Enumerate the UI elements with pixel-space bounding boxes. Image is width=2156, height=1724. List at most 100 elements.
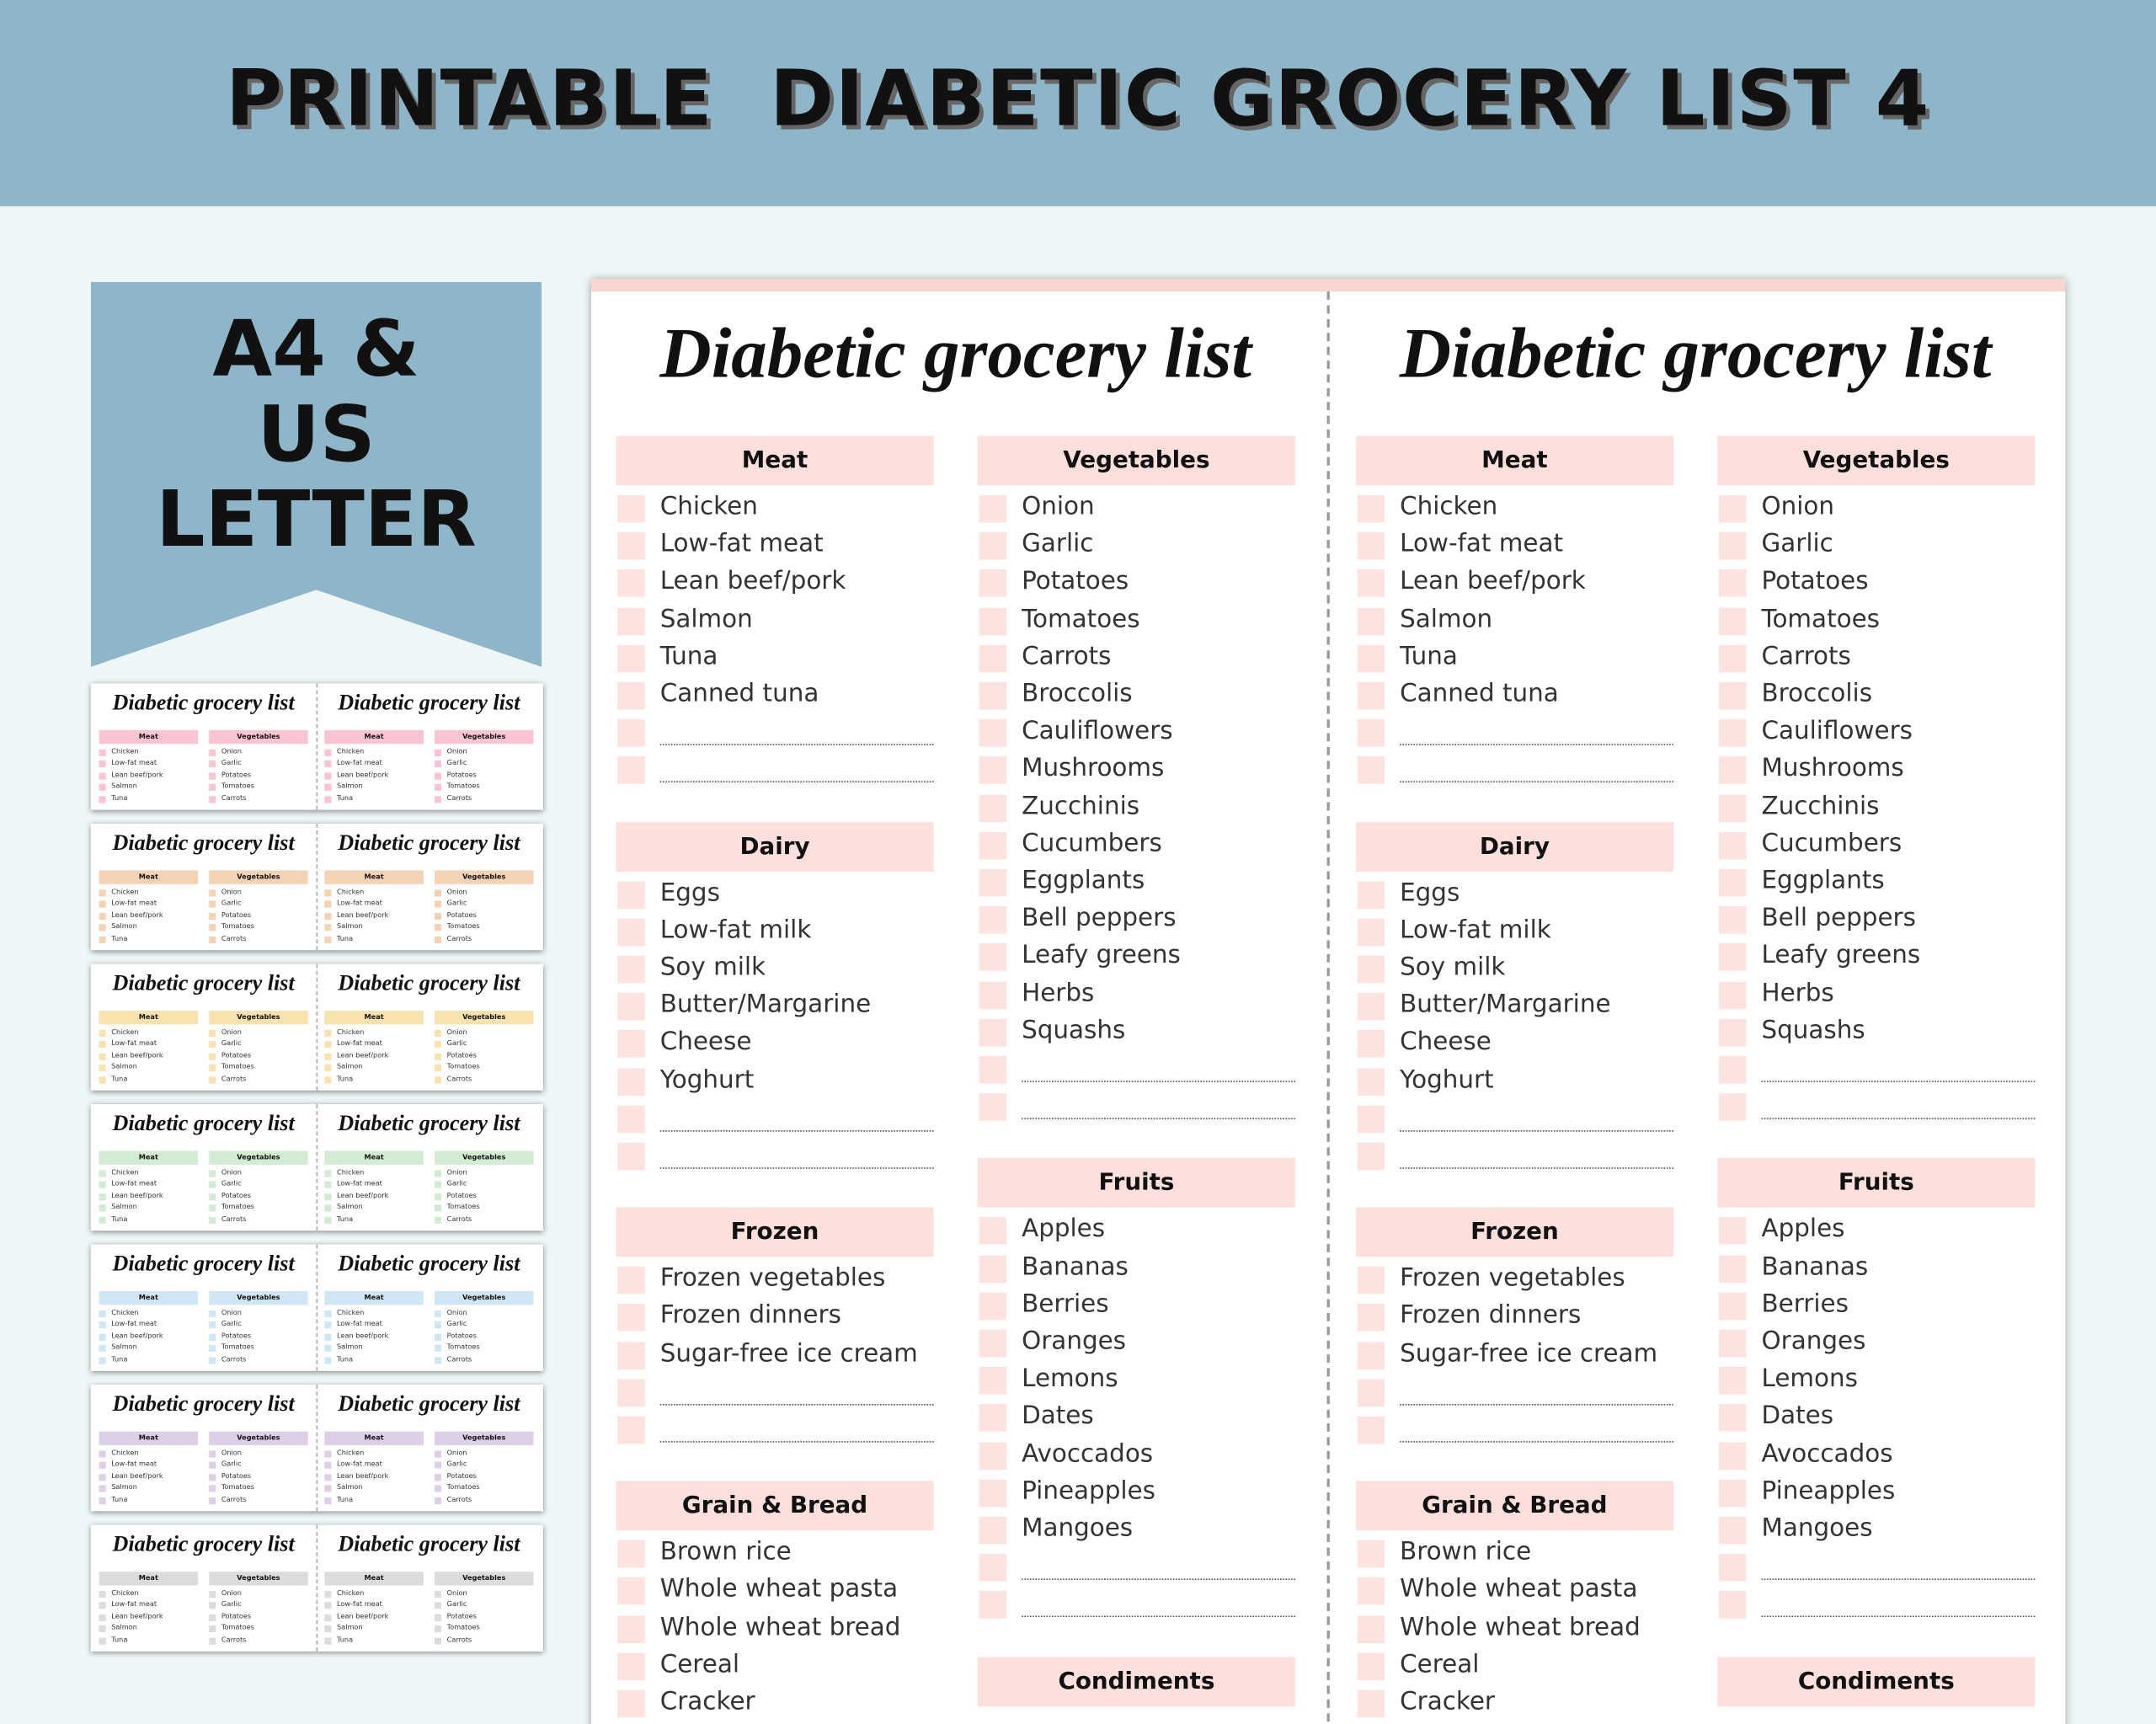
thumb-checkbox xyxy=(209,1356,216,1364)
thumb-item: Tuna xyxy=(337,1355,354,1364)
checkbox xyxy=(1718,906,1747,934)
item: Berries xyxy=(1022,1289,1109,1319)
checkbox xyxy=(979,1254,1007,1283)
thumb-checkbox xyxy=(324,1310,332,1318)
checkbox xyxy=(979,681,1007,710)
thumb-section-header: Vegetables xyxy=(209,1291,308,1305)
checkbox xyxy=(617,1030,645,1059)
item: Leafy greens xyxy=(1022,941,1181,970)
thumb-item: Tomatoes xyxy=(446,922,480,931)
sheet-stripe xyxy=(591,279,2066,292)
thumb-item: Low-fat meat xyxy=(111,1460,157,1470)
checkbox xyxy=(1718,644,1747,673)
thumb-item: Low-fat meat xyxy=(111,1601,157,1609)
thumb-item: Carrots xyxy=(446,1495,472,1504)
thumb-checkbox xyxy=(324,1345,332,1353)
thumb-item: Onion xyxy=(221,1589,242,1599)
thumb-item: Lean beef/pork xyxy=(337,1192,389,1201)
thumb-checkbox xyxy=(209,889,216,897)
checkbox xyxy=(1718,569,1747,598)
thumb-checkbox xyxy=(209,936,216,943)
checkbox xyxy=(1718,1055,1747,1084)
checkbox xyxy=(1357,644,1385,673)
item: Sugar-free ice cream xyxy=(1400,1338,1658,1368)
thumbnail: Diabetic grocery list Meat Chicken Low-fat … xyxy=(90,683,543,810)
thumb-item: Tuna xyxy=(111,934,128,943)
checkbox xyxy=(1718,494,1747,523)
list-title: Diabetic grocery list xyxy=(659,314,1252,393)
checkbox xyxy=(1357,1142,1385,1171)
checkbox xyxy=(617,1105,645,1134)
thumb-title: Diabetic grocery list xyxy=(112,1252,295,1277)
thumb-section-header: Vegetables xyxy=(209,1572,308,1586)
item: Frozen vegetables xyxy=(659,1263,886,1294)
thumb-checkbox xyxy=(209,1170,216,1177)
thumb-checkbox xyxy=(434,1029,442,1038)
thumb-divider xyxy=(316,1244,318,1371)
thumb-item: Tuna xyxy=(111,1355,128,1364)
checkbox xyxy=(979,906,1007,934)
thumb-checkbox xyxy=(324,1333,332,1341)
thumb-section-header: Vegetables xyxy=(209,1150,308,1165)
thumb-checkbox xyxy=(324,1065,332,1072)
item: Cauliflowers xyxy=(1761,716,1913,746)
thumb-checkbox xyxy=(434,1485,442,1492)
thumbnail: Diabetic grocery list Meat Chicken Low-fat … xyxy=(90,1524,543,1652)
checkbox xyxy=(1357,1304,1385,1332)
checkbox xyxy=(1718,1254,1747,1283)
thumb-item: Salmon xyxy=(111,1483,137,1492)
thumb-divider xyxy=(316,963,318,1091)
thumb-checkbox xyxy=(434,1170,442,1177)
thumb-checkbox xyxy=(99,1321,106,1329)
checkbox xyxy=(979,719,1007,747)
checkbox xyxy=(1357,569,1385,598)
thumb-section-header: Meat xyxy=(324,1150,424,1165)
thumb-item: Salmon xyxy=(337,1063,363,1072)
thumb-section-header: Vegetables xyxy=(434,870,534,884)
thumb-item: Garlic xyxy=(221,1321,242,1329)
thumb-checkbox xyxy=(324,1625,332,1633)
thumb-checkbox xyxy=(99,1075,106,1083)
item: Lemons xyxy=(1022,1364,1118,1394)
thumb-item: Onion xyxy=(446,748,467,756)
thumb-checkbox xyxy=(99,1356,106,1364)
item: Pineapples xyxy=(1761,1476,1896,1506)
thumb-checkbox xyxy=(99,1029,106,1038)
thumb-item: Onion xyxy=(221,748,242,756)
thumb-checkbox xyxy=(324,772,332,780)
thumb-checkbox xyxy=(99,1193,106,1201)
item: Whole wheat bread xyxy=(659,1612,901,1641)
checkbox xyxy=(979,943,1007,972)
item: Frozen dinners xyxy=(1400,1301,1582,1331)
thumb-checkbox xyxy=(99,889,106,897)
blank-line xyxy=(1400,744,1673,746)
item: Apples xyxy=(1022,1214,1106,1244)
thumb-item: Chicken xyxy=(337,888,365,897)
thumb-checkbox xyxy=(324,889,332,897)
checkbox xyxy=(617,494,645,523)
thumb-checkbox xyxy=(324,1356,332,1364)
thumb-checkbox xyxy=(434,772,442,780)
thumb-checkbox xyxy=(324,1182,332,1189)
item: Soy milk xyxy=(659,953,766,982)
blank-line xyxy=(1400,1129,1673,1132)
thumb-item: Lean beef/pork xyxy=(337,1332,389,1341)
thumb-checkbox xyxy=(434,783,442,792)
checkbox xyxy=(617,532,645,560)
thumb-checkbox xyxy=(209,772,216,780)
thumb-section-header: Meat xyxy=(99,1572,199,1586)
checkbox xyxy=(979,606,1007,635)
thumb-checkbox xyxy=(99,1462,106,1470)
thumb-checkbox xyxy=(324,1591,332,1599)
thumb-checkbox xyxy=(99,1170,106,1177)
item: Cucumbers xyxy=(1022,829,1162,858)
thumb-checkbox xyxy=(324,924,332,931)
item: Zucchinis xyxy=(1761,791,1880,821)
thumb-section-header: Vegetables xyxy=(434,1431,534,1445)
header-band xyxy=(0,0,2156,206)
item: Cheese xyxy=(1400,1027,1492,1057)
thumb-checkbox xyxy=(209,749,216,756)
thumb-checkbox xyxy=(434,1591,442,1599)
thumb-section-header: Vegetables xyxy=(209,729,308,745)
